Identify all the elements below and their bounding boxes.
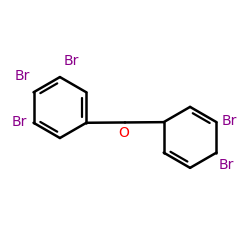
Text: Br: Br [64, 54, 79, 68]
Text: Br: Br [14, 69, 30, 83]
Text: O: O [118, 126, 129, 140]
Text: Br: Br [219, 158, 234, 172]
Text: Br: Br [222, 114, 237, 128]
Text: Br: Br [12, 114, 27, 128]
